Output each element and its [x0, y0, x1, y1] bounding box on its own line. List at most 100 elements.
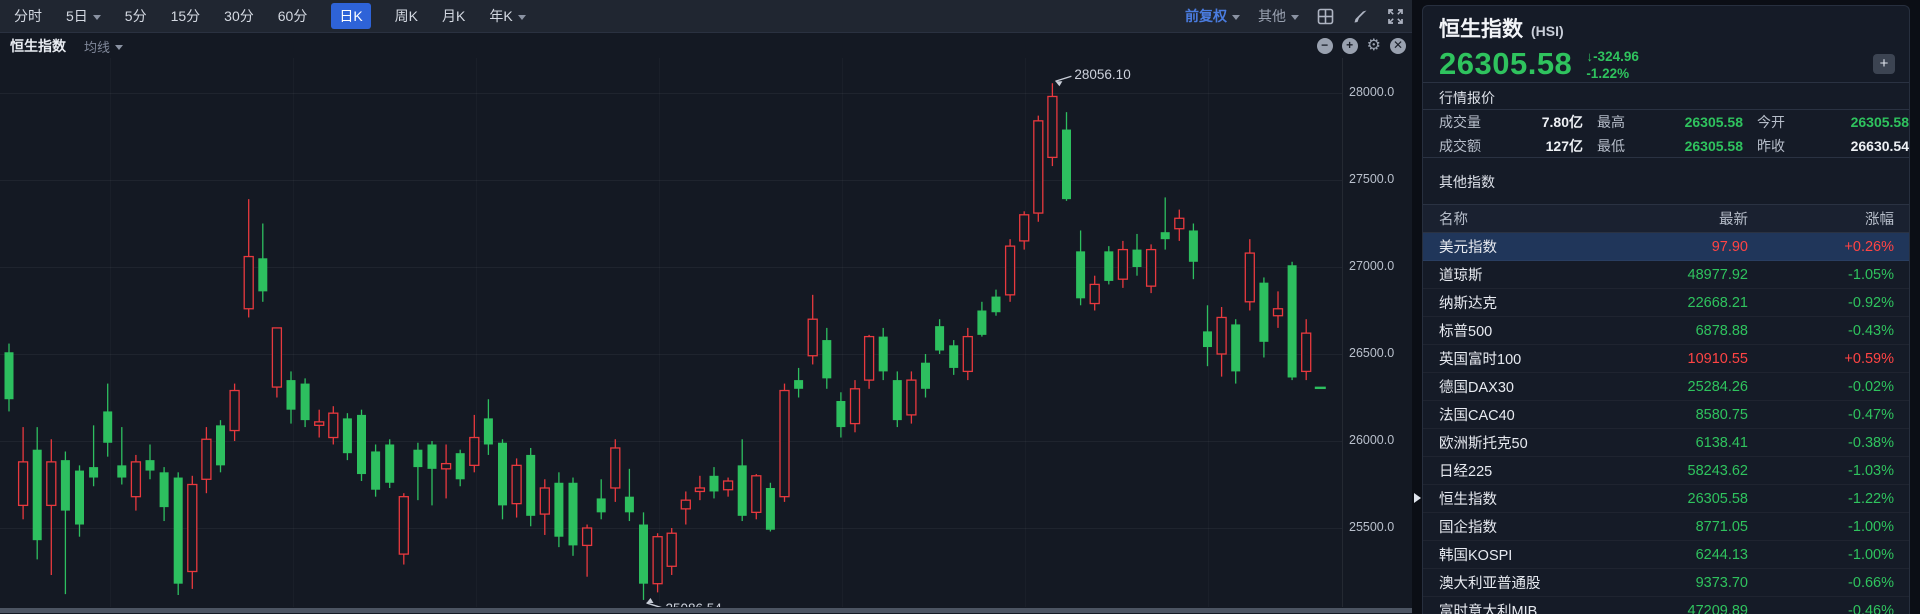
candle [511, 458, 522, 518]
low-annotation: 25086.54 [646, 597, 723, 607]
price-change-block: ↓-324.96 -1.22% [1586, 48, 1639, 82]
index-name: 恒生指数 [1439, 492, 1497, 508]
candle [1117, 240, 1129, 288]
candle [46, 439, 57, 575]
toolbar-right-group: 前复权 其他 [1185, 6, 1404, 26]
layout-grid-icon[interactable] [1317, 8, 1334, 25]
index-name: 标普500 [1439, 324, 1493, 340]
candle [271, 327, 283, 398]
candle [554, 472, 564, 548]
candle [1160, 197, 1170, 250]
current-row-indicator [1414, 493, 1421, 503]
quote-value: 7.80亿 [1541, 114, 1583, 130]
candle [1216, 307, 1227, 377]
candle [836, 392, 846, 438]
adjust-dropdown[interactable]: 前复权 [1185, 6, 1240, 26]
index-change-pct: +0.59% [1844, 350, 1894, 367]
table-row-澳大利亚普通股[interactable]: 澳大利亚普通股 9373.70 -0.66% [1423, 569, 1909, 597]
period-tab-30分[interactable]: 30分 [224, 8, 254, 24]
period-tab-分时[interactable]: 分时 [14, 8, 42, 24]
candlestick-plot-area[interactable]: 28056.10 25086.54 [0, 58, 1342, 607]
quote-item: 成交量 7.80亿 [1439, 110, 1597, 134]
table-row-纳斯达克[interactable]: 纳斯达克 22668.21 -0.92% [1423, 289, 1909, 317]
period-tab-5日[interactable]: 5日 [66, 6, 101, 26]
ma-overlay-dropdown[interactable]: 均线 [84, 37, 124, 56]
chevron-down-icon [92, 14, 101, 20]
table-row-道琼斯[interactable]: 道琼斯 48977.92 -1.05% [1423, 261, 1909, 289]
quote-item: 最高 26305.58 [1597, 110, 1757, 134]
candle [342, 413, 352, 461]
index-last-value: 47209.89 [1687, 602, 1748, 614]
candle [906, 371, 917, 424]
table-row-美元指数[interactable]: 美元指数 97.90 +0.26% [1423, 233, 1909, 261]
chart-toolbar: 分时 5日 5分 15分 30分 60分 日K 周K 月K 年K 前复权 其他 [0, 0, 1412, 33]
table-row-国企指数[interactable]: 国企指数 8771.05 -1.00% [1423, 513, 1909, 541]
index-last-value: 26305.58 [1687, 490, 1748, 507]
column-header-last: 最新 [1719, 212, 1748, 228]
index-change-pct: -1.00% [1848, 546, 1894, 563]
candle [159, 467, 169, 522]
ticker-symbol: (HSI) [1531, 23, 1564, 39]
table-row-法国CAC40[interactable]: 法国CAC40 8580.75 -0.47% [1423, 401, 1909, 429]
table-row-恒生指数[interactable]: 恒生指数 26305.58 -1.22% [1423, 485, 1909, 513]
brush-icon[interactable] [1352, 8, 1369, 25]
h-gridline [0, 267, 1342, 268]
expand-icon[interactable] [1387, 8, 1404, 25]
candle [1301, 319, 1312, 381]
candle [173, 472, 183, 595]
period-tab-60分[interactable]: 60分 [277, 8, 308, 24]
period-tab-5分[interactable]: 5分 [124, 8, 147, 24]
zoom-out-minus-circle-icon[interactable]: − [1316, 38, 1333, 54]
price-change: -324.96 [1593, 49, 1639, 64]
close-circle-icon[interactable]: ✕ [1390, 38, 1406, 54]
period-tab-日K[interactable]: 日K [331, 3, 371, 29]
zoom-in-plus-circle-icon[interactable]: + [1341, 38, 1358, 54]
last-price: 26305.58 [1439, 46, 1573, 81]
period-tab-年K[interactable]: 年K [489, 6, 526, 26]
candle [17, 427, 29, 520]
candle [1145, 244, 1157, 294]
period-tab-月K[interactable]: 月K [442, 8, 466, 24]
h-gridline [0, 354, 1342, 355]
candlestick-chart[interactable]: 28056.10 25086.54 [0, 58, 1342, 607]
svg-text:25086.54: 25086.54 [666, 601, 723, 607]
candle [765, 482, 775, 532]
candle [371, 444, 381, 497]
others-dropdown-label: 其他 [1258, 8, 1286, 24]
index-change-pct: -1.22% [1848, 490, 1894, 507]
table-row-韩国KOSPI[interactable]: 韩国KOSPI 6244.13 -1.00% [1423, 541, 1909, 569]
chevron-down-icon [517, 14, 526, 20]
index-name: 美元指数 [1439, 240, 1497, 256]
table-row-日经225[interactable]: 日经225 58243.62 -1.03% [1423, 457, 1909, 485]
quote-label: 今开 [1757, 114, 1785, 130]
add-to-watchlist-button[interactable]: + [1873, 54, 1895, 74]
quote-label: 昨收 [1757, 138, 1785, 154]
candle [1019, 211, 1030, 250]
others-dropdown[interactable]: 其他 [1258, 6, 1299, 26]
period-tab-15分[interactable]: 15分 [170, 8, 201, 24]
gear-icon[interactable]: ⚙ [1366, 37, 1381, 54]
table-row-欧洲斯托克50[interactable]: 欧洲斯托克50 6138.41 -0.38% [1423, 429, 1909, 457]
table-row-标普500[interactable]: 标普500 6878.88 -0.43% [1423, 317, 1909, 345]
table-row-德国DAX30[interactable]: 德国DAX30 25284.26 -0.02% [1423, 373, 1909, 401]
index-last-value: 6138.41 [1695, 434, 1748, 451]
index-name: 日经225 [1439, 464, 1493, 480]
quote-item: 成交额 127亿 [1439, 134, 1597, 158]
y-axis-tick-label: 25500.0 [1349, 520, 1395, 534]
table-row-富时意大利MIB[interactable]: 富时意大利MIB 47209.89 -0.46% [1423, 597, 1909, 614]
candle [1004, 239, 1016, 302]
horizontal-scrollbar[interactable] [0, 608, 1920, 613]
candle [1076, 230, 1086, 306]
quote-item: 今开 26305.58 [1757, 110, 1909, 134]
index-last-value: 6244.13 [1695, 546, 1748, 563]
candle [709, 467, 719, 499]
period-tab-周K[interactable]: 周K [394, 8, 419, 24]
y-axis-tick-label: 26500.0 [1349, 346, 1395, 360]
y-axis-tick-label: 26000.0 [1349, 433, 1395, 447]
candle [1231, 319, 1241, 384]
index-name: 德国DAX30 [1439, 380, 1514, 396]
candle [258, 223, 268, 302]
h-gridline [0, 528, 1342, 529]
down-arrow-icon: ↓ [1586, 49, 1594, 64]
table-row-英国富时100[interactable]: 英国富时100 10910.55 +0.59% [1423, 345, 1909, 373]
